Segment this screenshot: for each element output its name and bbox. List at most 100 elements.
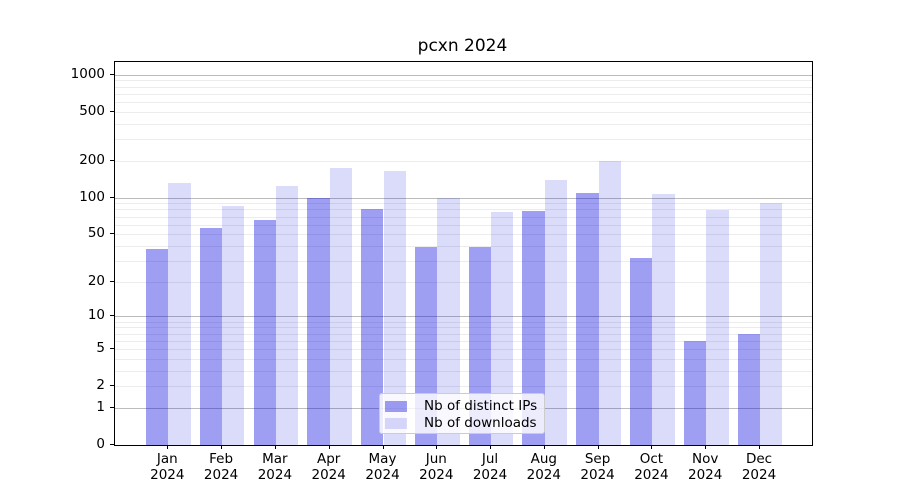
- legend-swatch-distinct-ips: [385, 400, 407, 412]
- x-tick-month: Feb: [209, 451, 234, 467]
- x-tick-mark: [543, 445, 545, 449]
- gridline-minor: [115, 224, 812, 226]
- x-tick-year: 2024: [472, 466, 508, 483]
- legend-label: Nb of downloads: [424, 415, 537, 431]
- x-tick-year: 2024: [580, 466, 615, 483]
- y-tick-label: 10: [87, 307, 105, 324]
- x-tick-label: Jun 2024: [401, 451, 471, 483]
- x-tick-label: Dec 2024: [724, 451, 794, 483]
- y-tick-mark: [110, 280, 114, 282]
- x-tick-month: Jun: [425, 451, 447, 467]
- bar-distinct-ips: [683, 340, 707, 445]
- gridline-minor: [115, 321, 812, 323]
- gridline-minor: [115, 234, 812, 236]
- gridline-minor: [115, 348, 812, 350]
- x-tick-label: Mar 2024: [240, 451, 310, 483]
- gridline-minor: [115, 80, 812, 82]
- gridline-major: [115, 74, 812, 76]
- x-tick-label: Feb 2024: [186, 451, 256, 483]
- gridline-minor: [115, 139, 812, 140]
- bar-downloads: [760, 203, 783, 445]
- x-tick-month: Apr: [317, 451, 341, 467]
- bar-downloads: [706, 210, 729, 445]
- gridline-minor: [115, 160, 812, 162]
- y-tick-mark: [110, 196, 114, 198]
- y-tick-label: 20: [87, 272, 105, 289]
- x-tick-month: Jan: [156, 451, 178, 467]
- x-tick-month: Dec: [745, 451, 773, 467]
- plot-area: [114, 61, 813, 446]
- y-tick-mark: [110, 233, 114, 235]
- y-tick-mark: [110, 347, 114, 349]
- x-tick-month: May: [368, 451, 397, 467]
- x-tick-mark: [490, 445, 491, 449]
- bar-downloads: [544, 179, 568, 445]
- x-tick-mark: [705, 445, 707, 449]
- legend-label: Nb of distinct IPs: [424, 398, 538, 414]
- gridline-minor: [115, 370, 812, 372]
- gridline-minor: [115, 327, 812, 329]
- gridline-minor: [115, 358, 812, 360]
- gridline-minor: [115, 111, 812, 113]
- gridline-minor: [115, 123, 812, 125]
- bar-downloads: [222, 205, 245, 445]
- gridline-minor: [115, 386, 812, 388]
- x-tick-mark: [382, 445, 384, 449]
- x-tick-mark: [597, 445, 599, 449]
- bar-distinct-ips: [253, 219, 276, 445]
- x-tick-month: Jul: [481, 451, 499, 467]
- x-tick-mark: [651, 445, 653, 449]
- y-tick-label: 500: [79, 102, 105, 119]
- bar-downloads: [598, 160, 621, 445]
- bar-downloads: [275, 185, 299, 445]
- y-tick-mark: [110, 444, 114, 445]
- x-tick-month: Mar: [262, 451, 288, 467]
- gridline-minor: [115, 260, 812, 262]
- bar-distinct-ips: [145, 248, 169, 445]
- bar-distinct-ips: [576, 192, 599, 445]
- bar-downloads: [329, 167, 353, 445]
- bar-distinct-ips: [361, 209, 384, 445]
- bar-downloads: [437, 197, 460, 445]
- gridline-minor: [115, 216, 812, 218]
- bar-distinct-ips: [307, 197, 330, 445]
- chart-title: pcxn 2024: [417, 36, 508, 56]
- y-tick-label: 100: [79, 188, 105, 205]
- x-tick-label: May 2024: [348, 451, 418, 483]
- x-tick-label: Nov 2024: [670, 451, 740, 483]
- x-tick-label: Jan 2024: [132, 451, 202, 483]
- bar-downloads: [652, 193, 675, 445]
- gridline-major: [115, 197, 812, 199]
- y-tick-mark: [110, 385, 114, 387]
- gridline-minor: [115, 101, 812, 103]
- x-tick-year: 2024: [150, 466, 185, 483]
- bar-distinct-ips: [522, 211, 545, 445]
- y-tick-mark: [110, 73, 114, 75]
- bar-distinct-ips: [199, 228, 223, 445]
- gridline-minor: [115, 93, 812, 95]
- y-tick-label: 1: [96, 398, 105, 415]
- y-tick-mark: [110, 159, 114, 161]
- gridline-major: [115, 316, 812, 318]
- x-tick-year: 2024: [526, 466, 561, 483]
- y-tick-label: 5: [96, 339, 105, 356]
- bar-downloads: [168, 183, 191, 445]
- y-tick-mark: [110, 406, 114, 408]
- y-tick-label: 0: [96, 436, 105, 452]
- gridline-minor: [115, 340, 812, 342]
- x-tick-mark: [436, 445, 438, 449]
- y-tick-label: 50: [87, 225, 105, 242]
- gridline-minor: [115, 209, 812, 211]
- legend-swatch-downloads: [385, 417, 407, 429]
- legend-entry: Nb of downloads: [385, 415, 544, 431]
- x-tick-year: 2024: [419, 466, 454, 483]
- x-tick-label: Oct 2024: [616, 451, 686, 483]
- gridline-minor: [115, 86, 812, 88]
- x-tick-label: Sep 2024: [563, 451, 633, 483]
- x-tick-year: 2024: [688, 466, 723, 483]
- x-tick-year: 2024: [741, 466, 777, 483]
- x-tick-mark: [167, 445, 169, 449]
- y-tick-mark: [110, 110, 114, 112]
- x-tick-mark: [221, 445, 223, 449]
